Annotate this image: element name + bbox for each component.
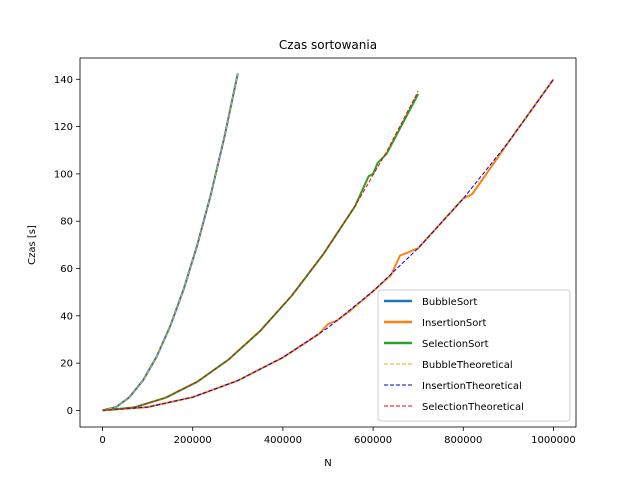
y-tick-label: 40 [60,311,73,322]
legend: BubbleSort InsertionSort SelectionSort Bubb… [377,289,571,422]
series-line-bubbletheoretical [102,73,239,411]
series-line-selectionsort [102,93,420,412]
series-line-bubblesort [102,73,239,412]
legend-label: SelectionTheoretical [422,402,524,413]
chart-title: Czas sortowania [279,38,377,52]
y-tick-label: 120 [54,122,73,133]
y-tick-label: 0 [67,406,73,417]
y-tick-label: 140 [54,75,73,86]
legend-label: SelectionSort [422,339,489,350]
axes-frame [79,57,577,428]
series-layer [102,73,555,412]
x-tick-label: 800000 [444,435,482,446]
x-tick-label: 400000 [264,435,302,446]
y-axis-label: Czas [s] [27,225,38,265]
x-tick-label: 200000 [174,435,212,446]
axes-layer: 0 200000 400000 600000 800000 1000000 0 20 40 60 8… [54,57,577,446]
legend-label: InsertionSort [422,318,486,329]
legend-label: InsertionTheoretical [422,381,522,392]
legend-label: BubbleTheoretical [422,360,513,371]
y-tick-label: 80 [60,217,73,228]
x-tick-label: 0 [99,435,105,446]
x-axis-label: N [324,458,331,469]
y-tick-label: 100 [54,169,73,180]
legend-label: BubbleSort [422,297,477,308]
y-tick-label: 60 [60,264,73,275]
y-tick-label: 20 [60,359,73,370]
x-tick-label: 1000000 [531,435,576,446]
x-tick-label: 600000 [354,435,392,446]
series-line-selectiontheoretical [102,90,419,411]
legend-box [377,289,571,422]
